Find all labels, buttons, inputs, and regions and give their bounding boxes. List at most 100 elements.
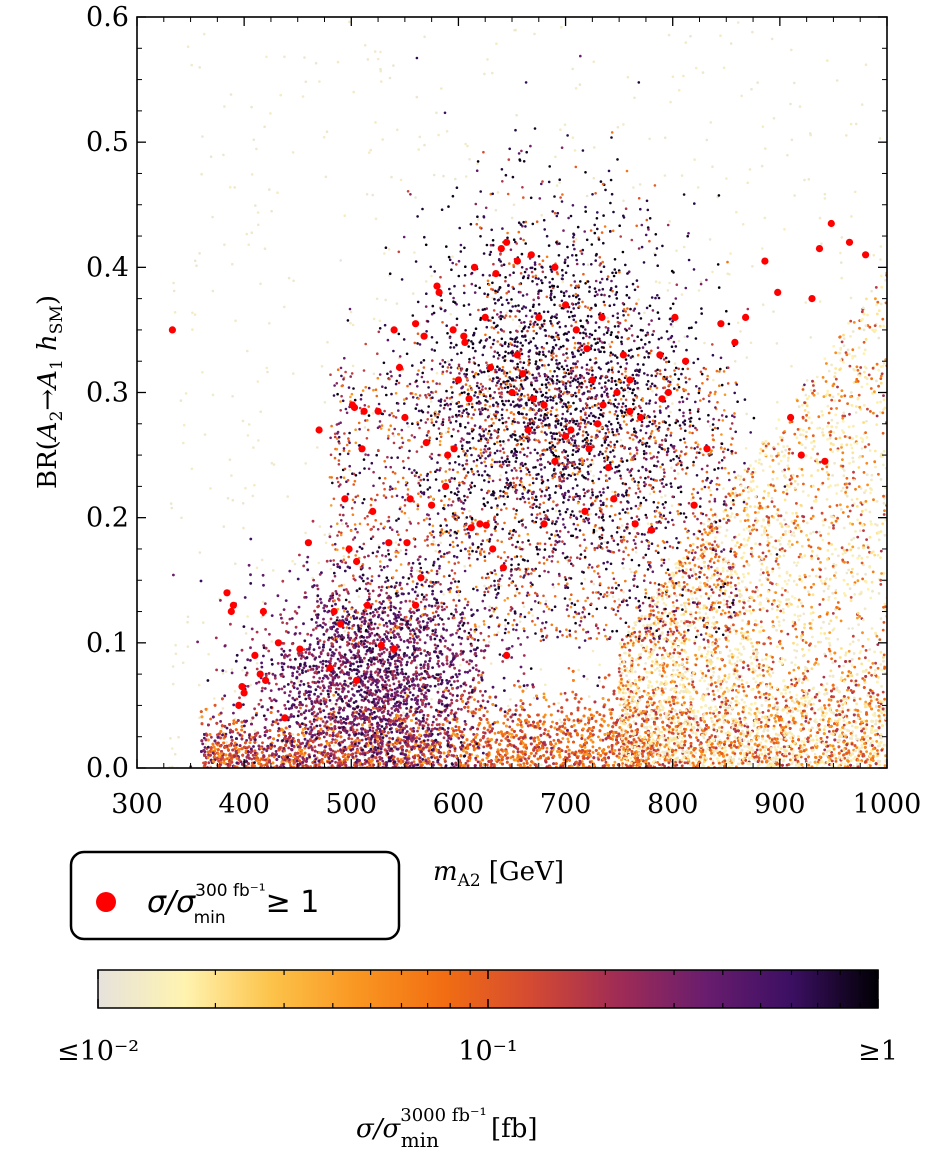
scatter-point (591, 745, 595, 749)
scatter-point (816, 375, 819, 379)
scatter-point (840, 489, 843, 493)
scatter-point (228, 458, 232, 462)
scatter-point (477, 625, 481, 628)
scatter-point (207, 761, 211, 765)
scatter-point (317, 561, 321, 565)
scatter-point (533, 309, 536, 312)
scatter-point (486, 389, 490, 393)
scatter-point (667, 33, 671, 37)
scatter-point (329, 567, 333, 571)
scatter-point (622, 566, 625, 570)
scatter-point (226, 497, 230, 500)
scatter-point (542, 692, 546, 696)
scatter-point (603, 540, 606, 544)
scatter-point (682, 245, 686, 249)
density-cloud (168, 20, 887, 768)
scatter-point (854, 411, 858, 414)
scatter-point (630, 570, 633, 574)
scatter-point (435, 718, 438, 721)
scatter-point (499, 474, 503, 477)
scatter-point (377, 544, 381, 547)
scatter-point (512, 750, 515, 754)
scatter-point (622, 123, 625, 126)
scatter-point (414, 196, 417, 199)
scatter-point (466, 709, 470, 713)
scatter-point (245, 739, 249, 742)
scatter-point (592, 474, 595, 478)
scatter-point (454, 729, 458, 732)
scatter-point (616, 125, 620, 129)
scatter-point (263, 125, 266, 129)
scatter-point (447, 360, 450, 363)
scatter-point (518, 620, 522, 623)
scatter-point (701, 71, 705, 74)
scatter-point (735, 210, 738, 214)
scatter-point (776, 400, 779, 404)
scatter-point (670, 504, 674, 508)
scatter-point (554, 509, 558, 513)
scatter-point (345, 681, 349, 684)
scatter-point (540, 763, 543, 767)
scatter-point (510, 732, 514, 736)
scatter-point (283, 305, 286, 309)
scatter-point (476, 218, 480, 221)
scatter-point (552, 586, 556, 589)
scatter-point (826, 59, 829, 62)
scatter-point (371, 193, 375, 197)
scatter-point (233, 186, 236, 189)
scatter-point (645, 758, 648, 762)
scatter-point (825, 682, 829, 685)
scatter-point (367, 151, 371, 154)
scatter-point (683, 335, 687, 339)
scatter-point (565, 558, 569, 561)
scatter-point (634, 551, 638, 554)
scatter-point (737, 474, 740, 477)
scatter-point (675, 684, 678, 688)
scatter-point (503, 442, 506, 445)
scatter-point (652, 640, 656, 644)
scatter-point (601, 738, 605, 742)
scatter-point (850, 215, 853, 218)
scatter-point (368, 614, 372, 618)
scatter-point (495, 763, 499, 767)
scatter-point (429, 400, 433, 403)
scatter-point (421, 760, 425, 764)
scatter-point (677, 89, 681, 92)
scatter-point (283, 55, 286, 59)
scatter-point (787, 579, 790, 582)
scatter-point (805, 379, 809, 382)
scatter-point (180, 516, 183, 520)
scatter-point (864, 63, 868, 66)
scatter-point (868, 449, 872, 452)
scatter-point (767, 718, 771, 722)
scatter-point (740, 94, 743, 98)
scatter-point (542, 725, 545, 728)
scatter-point (884, 278, 887, 282)
scatter-point (193, 313, 197, 316)
scatter-point (380, 80, 383, 83)
scatter-point (882, 463, 885, 467)
scatter-point (628, 567, 632, 571)
scatter-point (529, 764, 532, 767)
scatter-point (232, 744, 236, 747)
scatter-point (365, 193, 369, 196)
scatter-point (246, 615, 249, 618)
scatter-point (792, 579, 796, 583)
scatter-point (193, 259, 197, 263)
scatter-point (510, 216, 514, 220)
scatter-point (766, 724, 770, 728)
scatter-point (856, 765, 860, 768)
scatter-point (468, 509, 471, 513)
scatter-point (851, 627, 854, 630)
scatter-point (869, 666, 873, 669)
scatter-point (244, 486, 247, 490)
scatter-point (440, 87, 443, 90)
scatter-point (381, 138, 385, 141)
scatter-point (872, 253, 876, 257)
scatter-point (442, 174, 445, 178)
scatter-point (611, 595, 615, 598)
scatter-point (820, 242, 823, 245)
scatter-point (230, 668, 234, 671)
scatter-point (867, 691, 871, 695)
scatter-point (709, 489, 712, 492)
